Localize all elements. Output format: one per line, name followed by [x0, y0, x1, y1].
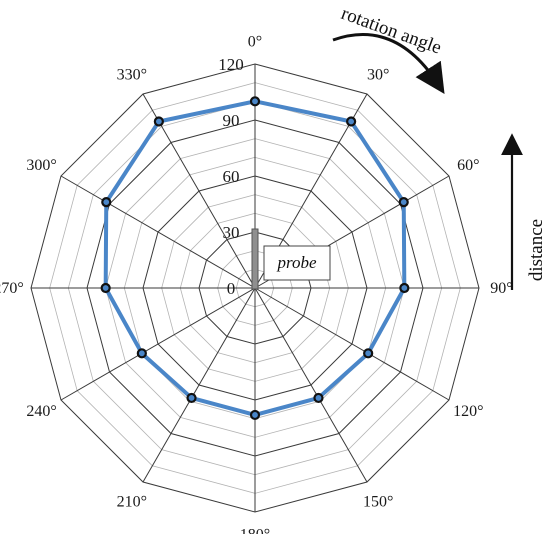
grid-spoke: [60, 287, 256, 401]
angle-label: 210°: [117, 493, 147, 510]
distance-label: distance: [526, 219, 547, 281]
angle-label: 150°: [363, 493, 393, 510]
data-point: [100, 282, 111, 294]
angle-label: 30°: [367, 67, 389, 84]
angle-label: 180°: [240, 526, 270, 534]
angle-label: 0°: [248, 34, 262, 51]
probe-marker: probe: [251, 228, 331, 290]
data-point: [136, 348, 147, 359]
radial-tick-labels: 0 30 60 90 120: [218, 55, 244, 298]
data-point: [101, 197, 112, 208]
data-point: [186, 392, 197, 404]
grid-spoke: [142, 287, 256, 483]
rotation-angle-label: rotation angle: [338, 3, 444, 59]
data-point: [399, 282, 410, 294]
grid-spoke: [254, 287, 368, 483]
angle-label: 270°: [0, 280, 24, 297]
angle-label: 90°: [490, 280, 512, 297]
angle-label: 240°: [26, 403, 56, 420]
radial-tick-label: 120: [218, 55, 244, 74]
data-point: [346, 116, 357, 127]
data-point: [398, 197, 409, 208]
data-point: [249, 409, 261, 421]
probe-shaft: [251, 228, 259, 290]
distance-annotation: distance: [501, 133, 547, 290]
angle-label: 120°: [453, 403, 483, 420]
data-point: [249, 96, 261, 107]
data-point: [153, 116, 164, 127]
radial-tick-label: 60: [223, 167, 240, 186]
probe-label-box: [263, 245, 331, 281]
probe-label: probe: [276, 253, 316, 272]
rotation-arrow: [332, 33, 445, 95]
radial-tick-label: 90: [223, 111, 240, 130]
angle-label: 330°: [117, 67, 147, 84]
angle-label: 300°: [26, 157, 56, 174]
series-layer: [100, 96, 410, 421]
angle-label: 60°: [457, 157, 479, 174]
data-point: [363, 348, 374, 359]
grid-spoke: [142, 93, 256, 289]
grid-spoke: [60, 175, 256, 289]
radial-tick-label: 30: [223, 223, 240, 242]
data-point: [313, 392, 324, 404]
angle-labels: 0° 30° 60° 90° 120° 150° 180° 210° 240° 270° 300° 3…: [0, 34, 513, 534]
radial-tick-label: 0: [227, 279, 236, 298]
grid-spoke: [254, 287, 450, 401]
